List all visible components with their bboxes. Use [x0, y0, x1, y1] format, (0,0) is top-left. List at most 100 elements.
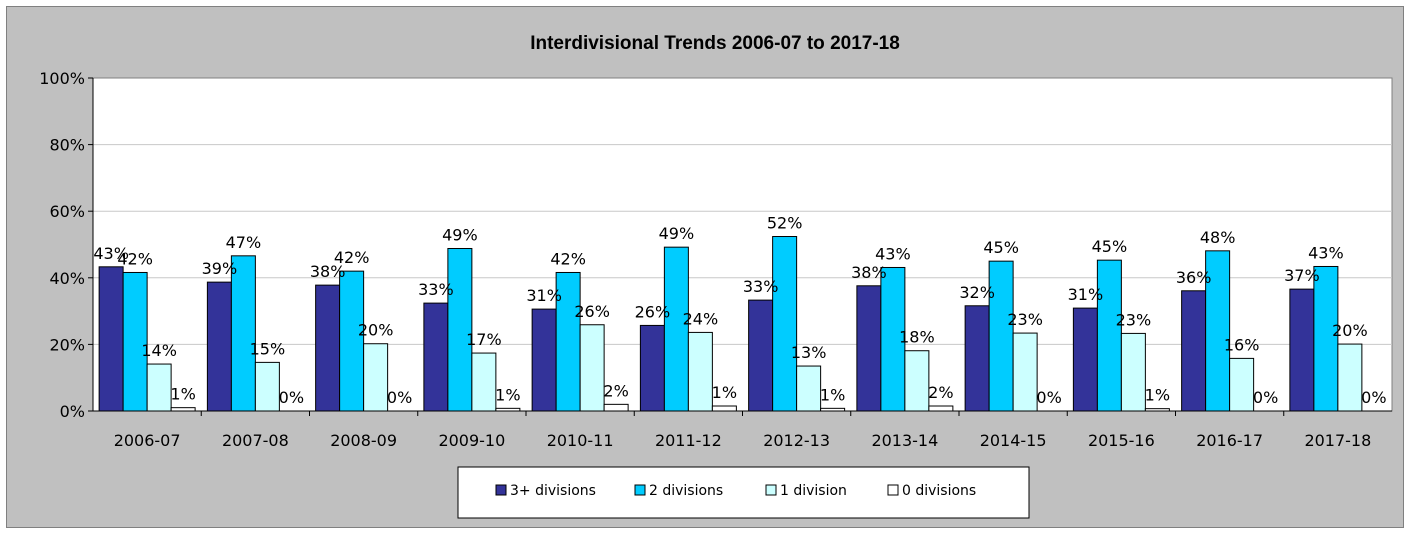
data-label: 38%	[851, 263, 887, 282]
bar-0-divisions	[820, 407, 846, 412]
data-label: 38%	[310, 262, 346, 281]
data-labels-layer: 43%42%14%1%39%47%15%0%38%42%20%0%33%49%1…	[93, 214, 1386, 407]
bar-2-divisions	[230, 255, 256, 412]
y-tick-label: 80%	[49, 136, 85, 155]
data-label: 49%	[659, 224, 695, 243]
legend-swatch	[887, 484, 899, 496]
data-label: 24%	[683, 309, 719, 328]
bar-3-divisions	[639, 324, 665, 412]
data-label: 45%	[983, 238, 1019, 257]
legend-label: 3+ divisions	[510, 483, 596, 499]
data-label: 0%	[1361, 388, 1386, 407]
bar-2-divisions	[339, 270, 365, 412]
bar-3-divisions	[856, 285, 882, 412]
legend-label: 2 divisions	[649, 483, 723, 499]
data-label: 18%	[899, 328, 935, 347]
bar-3-divisions	[206, 281, 232, 412]
data-label: 48%	[1200, 228, 1236, 247]
data-label: 36%	[1176, 268, 1212, 287]
bar-0-divisions	[711, 405, 737, 412]
bar-1-division	[687, 331, 713, 412]
data-label: 1%	[170, 385, 195, 404]
x-tick-label: 2006-07	[114, 431, 181, 450]
data-label: 37%	[1284, 266, 1320, 285]
data-label: 33%	[743, 277, 779, 296]
data-label: 31%	[1068, 285, 1104, 304]
data-label: 23%	[1007, 310, 1043, 329]
x-tick-label: 2013-14	[871, 431, 938, 450]
bar-2-divisions	[663, 246, 689, 412]
bar-2-divisions	[772, 236, 798, 412]
data-label: 16%	[1224, 335, 1260, 354]
data-label: 47%	[226, 233, 262, 252]
x-tick-label: 2012-13	[763, 431, 830, 450]
bar-0-divisions	[1144, 408, 1170, 412]
bar-1-division	[254, 361, 280, 412]
x-tick-label: 2015-16	[1088, 431, 1155, 450]
y-tick-label: 20%	[49, 335, 85, 354]
bar-3-divisions	[315, 284, 341, 412]
bar-1-division	[1229, 357, 1255, 412]
x-tick-label: 2011-12	[655, 431, 722, 450]
bars-layer	[98, 236, 1363, 412]
data-label: 2%	[928, 383, 953, 402]
x-tick-label: 2017-18	[1304, 431, 1371, 450]
bar-chart: Interdivisional Trends 2006-07 to 2017-1…	[39, 33, 1393, 519]
data-label: 39%	[202, 259, 238, 278]
x-tick-label: 2009-10	[438, 431, 505, 450]
x-tick-label: 2007-08	[222, 431, 289, 450]
data-label: 0%	[1253, 388, 1278, 407]
data-label: 42%	[334, 248, 370, 267]
gridlines-layer	[93, 144, 1392, 345]
legend-label: 0 divisions	[902, 483, 976, 499]
data-label: 1%	[495, 385, 520, 404]
chart-title: Interdivisional Trends 2006-07 to 2017-1…	[530, 33, 900, 54]
data-label: 15%	[250, 339, 286, 358]
bar-2-divisions	[1205, 250, 1231, 412]
bar-1-division	[796, 365, 822, 412]
legend-swatch	[634, 484, 646, 496]
data-label: 42%	[117, 249, 153, 268]
legend-box	[457, 466, 1030, 519]
data-label: 42%	[550, 249, 586, 268]
bar-2-divisions	[880, 266, 906, 412]
y-tick-label: 0%	[60, 402, 85, 421]
y-tick-label: 40%	[49, 269, 85, 288]
bar-1-division	[363, 343, 389, 412]
bar-3-divisions	[1289, 288, 1315, 412]
bar-3-divisions	[98, 266, 124, 412]
bar-2-divisions	[447, 247, 473, 412]
bar-3-divisions	[531, 308, 557, 412]
bar-3-divisions	[1181, 290, 1207, 412]
x-axis-ticks: 2006-07 2007-08 2008-09 2009-10 2010-11 2011-…	[114, 411, 1371, 450]
data-label: 26%	[574, 302, 610, 321]
data-label: 0%	[387, 388, 412, 407]
legend-label: 1 division	[780, 483, 847, 499]
y-tick-label: 100%	[39, 69, 85, 88]
data-label: 2%	[603, 381, 628, 400]
bar-2-divisions	[122, 271, 148, 412]
data-label: 49%	[442, 225, 478, 244]
bar-0-divisions	[495, 407, 521, 412]
data-label: 13%	[791, 343, 827, 362]
data-label: 1%	[712, 383, 737, 402]
plot-area	[92, 77, 1393, 412]
data-label: 31%	[526, 286, 562, 305]
data-label: 26%	[635, 302, 671, 321]
data-label: 0%	[279, 388, 304, 407]
legend-swatch	[765, 484, 777, 496]
bar-2-divisions	[1096, 259, 1122, 412]
x-tick-label: 2014-15	[980, 431, 1047, 450]
y-tick-label: 60%	[49, 202, 85, 221]
data-label: 43%	[93, 244, 129, 263]
data-label: 43%	[1308, 243, 1344, 262]
bar-2-divisions	[1313, 265, 1339, 412]
data-label: 23%	[1116, 310, 1152, 329]
bar-3-divisions	[748, 299, 774, 412]
data-label: 14%	[141, 341, 177, 360]
bar-1-division	[1012, 332, 1038, 412]
bar-0-divisions	[603, 403, 629, 412]
bar-1-division	[904, 350, 930, 412]
data-label: 1%	[820, 385, 845, 404]
chart-frame: Interdivisional Trends 2006-07 to 2017-1…	[6, 6, 1404, 528]
